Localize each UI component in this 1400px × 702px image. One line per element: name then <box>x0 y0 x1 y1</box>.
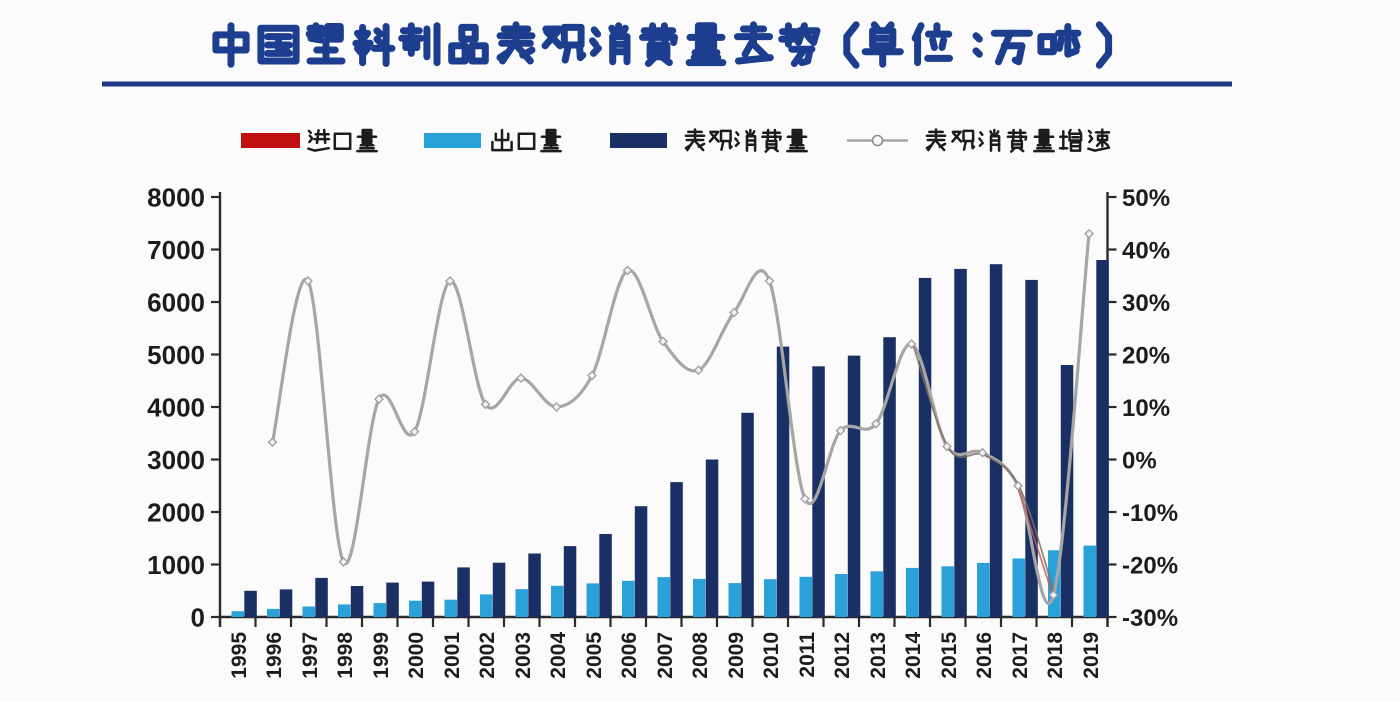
svg-text:1996: 1996 <box>263 632 286 679</box>
svg-text:20%: 20% <box>1122 343 1170 370</box>
svg-text:7000: 7000 <box>147 235 205 265</box>
svg-text:2013: 2013 <box>867 632 890 679</box>
svg-text:2010: 2010 <box>760 632 783 679</box>
svg-text:-30%: -30% <box>1122 605 1178 632</box>
svg-text:2000: 2000 <box>147 498 205 528</box>
svg-text:2011: 2011 <box>796 632 819 678</box>
svg-text:3000: 3000 <box>147 445 205 475</box>
svg-text:2008: 2008 <box>689 632 712 679</box>
svg-text:2019: 2019 <box>1080 632 1103 679</box>
svg-text:2007: 2007 <box>654 632 677 679</box>
svg-text:6000: 6000 <box>147 288 205 318</box>
svg-text:0%: 0% <box>1122 448 1157 475</box>
svg-text:30%: 30% <box>1122 290 1170 317</box>
svg-text:-20%: -20% <box>1122 553 1178 580</box>
svg-text:2001: 2001 <box>441 632 464 679</box>
svg-text:40%: 40% <box>1122 238 1170 265</box>
svg-text:1998: 1998 <box>334 632 357 679</box>
svg-text:2012: 2012 <box>831 632 854 679</box>
svg-text:2002: 2002 <box>476 632 499 679</box>
svg-text:10%: 10% <box>1122 395 1170 422</box>
svg-text:2015: 2015 <box>938 632 961 679</box>
svg-text:2018: 2018 <box>1044 632 1067 679</box>
svg-text:1000: 1000 <box>147 550 205 580</box>
svg-text:2006: 2006 <box>618 632 641 679</box>
svg-text:-10%: -10% <box>1122 500 1178 527</box>
svg-text:1995: 1995 <box>228 632 251 679</box>
svg-text:50%: 50% <box>1122 185 1170 212</box>
svg-text:2003: 2003 <box>512 632 535 679</box>
svg-text:8000: 8000 <box>147 183 205 213</box>
svg-text:2014: 2014 <box>902 632 925 679</box>
svg-text:2005: 2005 <box>583 632 606 679</box>
svg-text:4000: 4000 <box>147 393 205 423</box>
svg-text:2009: 2009 <box>725 632 748 679</box>
svg-text:2017: 2017 <box>1009 632 1032 679</box>
svg-text:2004: 2004 <box>547 632 570 679</box>
svg-text:1999: 1999 <box>370 632 393 679</box>
svg-text:2016: 2016 <box>973 632 996 679</box>
svg-text:5000: 5000 <box>147 340 205 370</box>
svg-text:1997: 1997 <box>299 632 322 679</box>
svg-text:0: 0 <box>191 603 205 633</box>
svg-text:2000: 2000 <box>405 632 428 679</box>
